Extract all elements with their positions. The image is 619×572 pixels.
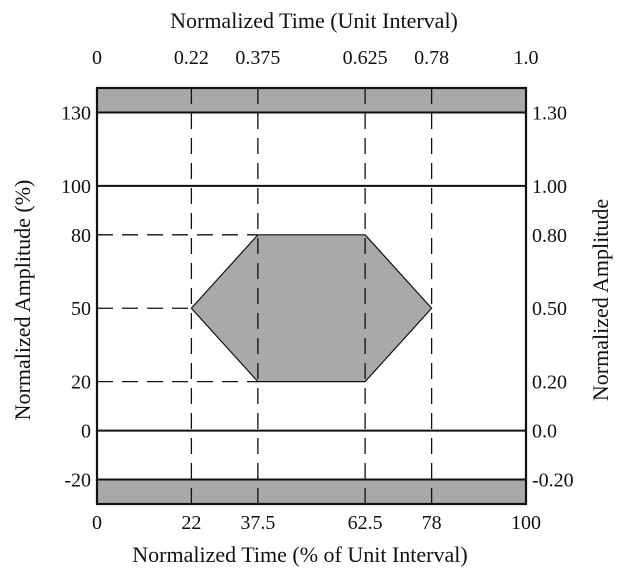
right-tick-label: 0.50 <box>532 298 567 320</box>
top-tick-label: 0.375 <box>235 47 280 69</box>
bottom-tick-label: 0 <box>92 512 102 534</box>
top-tick-label: 0 <box>92 47 102 69</box>
left-tick-label: 80 <box>71 225 91 247</box>
top-axis-title: Normalized Time (Unit Interval) <box>170 8 458 33</box>
plot-area <box>95 86 528 506</box>
bottom-tick-label: 100 <box>511 512 541 534</box>
left-tick-label: 130 <box>61 102 91 124</box>
axis-labels: 0 0.22 0.375 0.625 0.78 1.00 22 37.5 62.5 78 10013… <box>61 47 574 534</box>
bottom-tick-label: 22 <box>181 512 201 534</box>
right-tick-label: 1.00 <box>532 176 567 198</box>
right-tick-label: 0.0 <box>532 421 557 443</box>
right-tick-label: -0.20 <box>532 470 574 492</box>
bottom-tick-label: 37.5 <box>240 512 275 534</box>
keepout-region-bottom <box>97 479 526 504</box>
left-tick-label: 100 <box>61 176 91 198</box>
right-tick-label: 0.20 <box>532 372 567 394</box>
left-tick-label: -20 <box>64 470 91 492</box>
top-tick-label: 0.78 <box>414 47 449 69</box>
right-tick-label: 0.80 <box>532 225 567 247</box>
plot-frame <box>95 86 528 506</box>
top-tick-label: 0.22 <box>174 47 209 69</box>
left-axis-title: Normalized Amplitude (%) <box>10 180 35 421</box>
right-axis-title: Normalized Amplitude <box>588 199 613 401</box>
top-tick-label: 1.0 <box>514 47 539 69</box>
left-tick-label: 50 <box>71 298 91 320</box>
left-tick-label: 0 <box>81 421 91 443</box>
bottom-axis-title: Normalized Time (% of Unit Interval) <box>132 542 467 567</box>
keepout-region-top <box>97 88 526 113</box>
eye-mask-hexagon <box>190 234 433 383</box>
bottom-tick-label: 78 <box>422 512 442 534</box>
top-tick-label: 0.625 <box>343 47 388 69</box>
left-tick-label: 20 <box>71 372 91 394</box>
bottom-tick-label: 62.5 <box>348 512 383 534</box>
right-tick-label: 1.30 <box>532 102 567 124</box>
